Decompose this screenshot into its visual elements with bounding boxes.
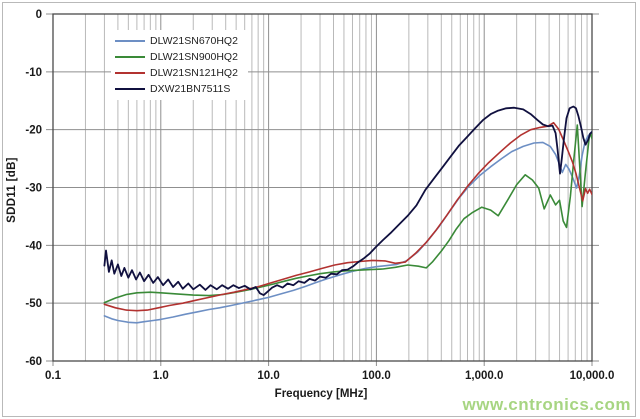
- legend-item-dlw21sn670hq2: DLW21SN670HQ2: [115, 33, 238, 49]
- legend-label: DLW21SN900HQ2: [150, 51, 238, 63]
- y-tick-label: -40: [25, 240, 42, 252]
- series-line-swatch: [115, 40, 145, 42]
- y-axis-title: SDD11 [dB]: [6, 157, 18, 223]
- series-DLW21SN121HQ2: [103, 121, 592, 312]
- legend-label: DXW21BN7511S: [150, 83, 231, 95]
- series-line-swatch: [115, 56, 145, 58]
- legend-item-dlw21sn900hq2: DLW21SN900HQ2: [115, 49, 238, 65]
- series-line-swatch: [115, 88, 145, 90]
- legend-label: DLW21SN121HQ2: [150, 67, 238, 79]
- x-tick-label: 100.0: [362, 370, 391, 382]
- legend-item-dlw21sn121hq2: DLW21SN121HQ2: [115, 65, 238, 81]
- legend-item-dxw21bn7511s: DXW21BN7511S: [115, 81, 238, 97]
- x-tick-label: 1,000.0: [465, 370, 503, 382]
- x-tick-label: 0.1: [45, 370, 62, 382]
- series-DXW21BN7511S: [103, 105, 592, 296]
- series-line-swatch: [115, 72, 145, 74]
- chart-legend: DLW21SN670HQ2 DLW21SN900HQ2 DLW21SN121HQ…: [111, 30, 248, 100]
- y-tick-label: -20: [25, 125, 42, 137]
- x-tick-label: 1.0: [153, 370, 169, 382]
- watermark: www.cntronics.com: [462, 395, 631, 414]
- legend-label: DLW21SN670HQ2: [150, 35, 238, 47]
- y-tick-label: 0: [36, 9, 42, 21]
- series-DLW21SN900HQ2: [103, 124, 592, 304]
- series-group: [103, 105, 592, 324]
- y-tick-label: -10: [25, 67, 42, 79]
- x-tick-label: 10,000.0: [570, 370, 615, 382]
- x-tick-label: 10.0: [257, 370, 279, 382]
- y-tick-label: -50: [25, 298, 42, 310]
- sdd11-line-chart: 0 -10 -20 -30 -40 -50 -600.1 1.0 10.0 100.0 1,000.…: [25, 9, 615, 382]
- y-tick-label: -60: [25, 356, 42, 368]
- plot-border: [52, 13, 593, 362]
- y-tick-label: -30: [25, 183, 42, 195]
- x-axis-title: Frequency [MHz]: [274, 388, 368, 400]
